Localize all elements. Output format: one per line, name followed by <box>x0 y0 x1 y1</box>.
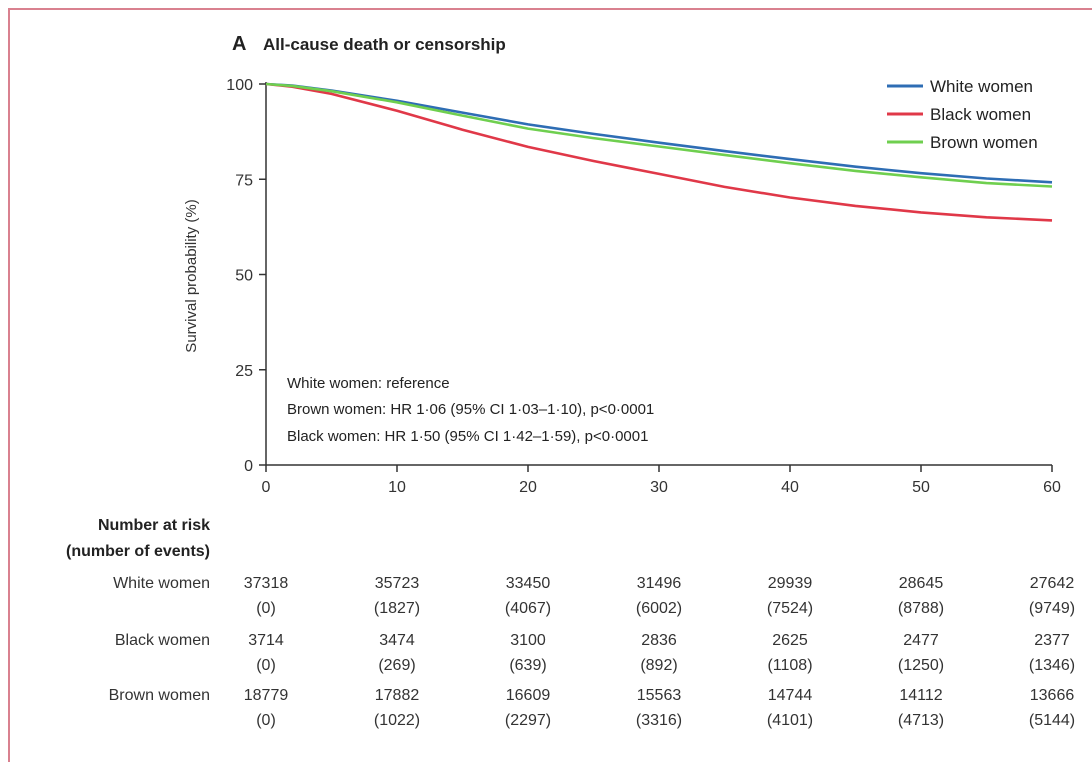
annotation-black-hr: Black women: HR 1·50 (95% CI 1·42–1·59),… <box>287 428 648 445</box>
risk-events-value: (6002) <box>636 600 682 617</box>
risk-events-value: (0) <box>256 657 276 674</box>
y-tick-label: 25 <box>235 363 253 380</box>
risk-at-risk-value: 2836 <box>641 632 677 649</box>
risk-events-value: (1827) <box>374 600 420 617</box>
x-tick-label: 60 <box>1043 479 1061 496</box>
risk-at-risk-value: 27642 <box>1030 575 1075 592</box>
series-line-brown-women <box>265 82 1053 188</box>
x-tick-label: 30 <box>650 479 668 496</box>
risk-row-name: Black women <box>115 632 210 649</box>
risk-at-risk-value: 2377 <box>1034 632 1070 649</box>
risk-events-value: (1250) <box>898 657 944 674</box>
risk-table: Number at risk (number of events) White … <box>66 517 1075 729</box>
risk-at-risk-value: 17882 <box>375 687 420 704</box>
risk-at-risk-value: 15563 <box>637 687 682 704</box>
risk-at-risk-value: 14744 <box>768 687 813 704</box>
risk-events-value: (7524) <box>767 600 813 617</box>
x-tick-label: 50 <box>912 479 930 496</box>
figure-frame <box>8 8 1092 762</box>
risk-at-risk-value: 13666 <box>1030 687 1075 704</box>
risk-at-risk-value: 37318 <box>244 575 289 592</box>
risk-at-risk-value: 16609 <box>506 687 551 704</box>
risk-at-risk-value: 2477 <box>903 632 939 649</box>
risk-events-value: (3316) <box>636 712 682 729</box>
risk-events-value: (5144) <box>1029 712 1075 729</box>
y-tick-label: 100 <box>226 77 253 94</box>
risk-events-value: (0) <box>256 712 276 729</box>
risk-events-value: (269) <box>378 657 415 674</box>
x-tick-label: 40 <box>781 479 799 496</box>
risk-at-risk-value: 3100 <box>510 632 546 649</box>
curves <box>265 82 1053 222</box>
risk-row-name: Brown women <box>109 687 210 704</box>
x-tick-label: 20 <box>519 479 537 496</box>
y-axis-label: Survival probability (%) <box>183 199 200 352</box>
y-tick-label: 75 <box>235 172 253 189</box>
y-tick-label: 0 <box>244 458 253 475</box>
legend-label-white-women: White women <box>930 77 1033 96</box>
risk-events-value: (892) <box>640 657 677 674</box>
risk-at-risk-value: 28645 <box>899 575 944 592</box>
risk-events-value: (1346) <box>1029 657 1075 674</box>
risk-events-value: (8788) <box>898 600 944 617</box>
x-tick-label: 0 <box>262 479 271 496</box>
legend: White women Black women Brown women <box>887 77 1038 152</box>
annotation-brown-hr: Brown women: HR 1·06 (95% CI 1·03–1·10),… <box>287 401 654 418</box>
risk-at-risk-value: 29939 <box>768 575 813 592</box>
risk-events-value: (4101) <box>767 712 813 729</box>
risk-events-value: (0) <box>256 600 276 617</box>
x-tick-label: 10 <box>388 479 406 496</box>
risk-at-risk-value: 3714 <box>248 632 284 649</box>
hazard-annotations: White women: reference Brown women: HR 1… <box>287 375 654 445</box>
risk-at-risk-value: 31496 <box>637 575 682 592</box>
series-line-black-women <box>265 82 1053 222</box>
axes: 0 25 50 75 100 0 10 20 30 40 50 60 <box>226 77 1061 496</box>
chart-title: All-cause death or censorship <box>263 35 506 54</box>
risk-at-risk-value: 14112 <box>899 687 942 704</box>
risk-at-risk-value: 35723 <box>375 575 420 592</box>
risk-table-subheading: (number of events) <box>66 543 210 560</box>
risk-events-value: (2297) <box>505 712 551 729</box>
legend-label-brown-women: Brown women <box>930 133 1038 152</box>
annotation-reference: White women: reference <box>287 375 450 392</box>
risk-events-value: (9749) <box>1029 600 1075 617</box>
legend-label-black-women: Black women <box>930 105 1031 124</box>
risk-row-name: White women <box>113 575 210 592</box>
y-tick-label: 50 <box>235 268 253 285</box>
risk-events-value: (4713) <box>898 712 944 729</box>
risk-at-risk-value: 18779 <box>244 687 289 704</box>
panel-label: A <box>232 33 246 55</box>
risk-events-value: (1022) <box>374 712 420 729</box>
risk-events-value: (639) <box>509 657 546 674</box>
risk-events-value: (1108) <box>767 657 812 674</box>
risk-at-risk-value: 3474 <box>379 632 415 649</box>
risk-table-heading: Number at risk <box>98 517 210 534</box>
risk-at-risk-value: 2625 <box>772 632 808 649</box>
risk-events-value: (4067) <box>505 600 551 617</box>
risk-at-risk-value: 33450 <box>506 575 551 592</box>
